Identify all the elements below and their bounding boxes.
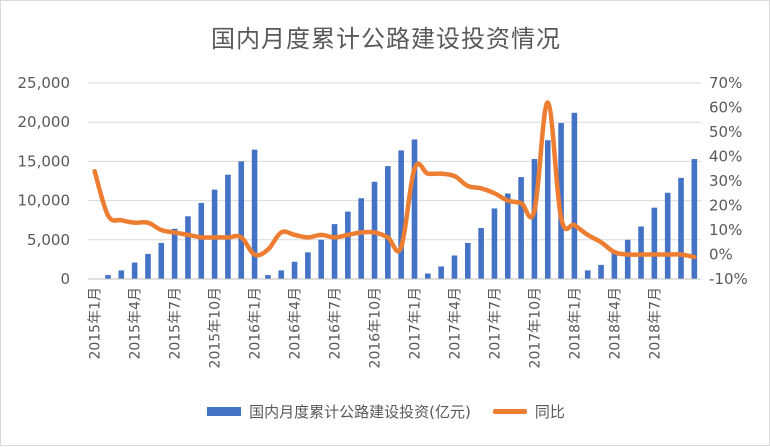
bar (438, 266, 444, 279)
bar (225, 174, 231, 279)
bar (478, 228, 484, 279)
bar (211, 189, 218, 279)
bar (278, 270, 285, 279)
x-tick-label: 2017年4月 (447, 287, 463, 360)
y-left-tick-label: 25,000 (18, 74, 71, 92)
x-tick-label: 2016年1月 (248, 287, 264, 360)
x-tick-label: 2015年4月 (128, 287, 144, 360)
bar (171, 228, 178, 279)
y-right-tick-label: 20% (709, 197, 742, 215)
y-right-tick-label: 10% (709, 221, 742, 239)
bar (238, 161, 245, 279)
y-right-tick-label: 40% (709, 148, 742, 166)
bar (464, 242, 471, 279)
bar (198, 202, 205, 279)
legend-label-line: 同比 (534, 403, 565, 421)
x-tick-label: 2018年7月 (647, 287, 663, 360)
y-right-tick-label: 70% (709, 74, 742, 92)
legend-item-bar[interactable]: 国内月度累计公路建设投资(亿元) (207, 401, 471, 422)
x-tick-label: 2018年1月 (567, 287, 583, 360)
legend-label-bar: 国内月度累计公路建设投资(亿元) (249, 403, 471, 421)
bar (158, 242, 165, 279)
y-right-tick-label: 0% (709, 246, 733, 264)
bar (571, 112, 578, 280)
bar (611, 252, 618, 279)
bar (504, 193, 511, 279)
bar (518, 177, 524, 279)
y-right-axis: -10% 0% 10% 20% 30% 40% 50% 60% 70% (709, 74, 748, 288)
bar (531, 159, 538, 279)
y-right-tick-label: -10% (709, 270, 748, 288)
x-tick-label: 2017年7月 (487, 287, 503, 360)
gridlines (88, 82, 701, 241)
y-right-tick-label: 60% (709, 99, 742, 117)
x-axis: 2015年1月 2015年4月 2015年7月 2015年10月 2016年1月 2016… (88, 287, 664, 368)
bar (251, 149, 258, 279)
bar-series (105, 112, 698, 280)
y-left-tick-label: 0 (60, 270, 70, 288)
bar (411, 139, 418, 279)
bar (291, 261, 298, 279)
bar (491, 208, 498, 279)
y-left-tick-label: 5,000 (27, 231, 70, 249)
x-tick-label: 2016年7月 (328, 287, 344, 360)
bar (131, 262, 138, 279)
x-tick-label: 2016年4月 (288, 287, 304, 360)
bar (691, 159, 698, 279)
x-tick-label: 2015年10月 (208, 287, 224, 368)
x-tick-label: 2016年10月 (368, 287, 384, 368)
bar (265, 275, 271, 279)
bar (558, 122, 564, 279)
y-left-tick-label: 10,000 (18, 192, 71, 210)
bar (425, 273, 431, 279)
chart-title: 国内月度累计公路建设投资情况 (211, 25, 561, 53)
bar (345, 211, 351, 279)
legend: 国内月度累计公路建设投资(亿元) 同比 (1, 401, 770, 422)
bar (598, 264, 604, 279)
line-series-yoy (92, 100, 697, 260)
bar (651, 207, 658, 279)
bar (318, 239, 325, 279)
x-tick-label: 2017年1月 (407, 287, 423, 360)
y-right-tick-label: 50% (709, 123, 742, 141)
bar (385, 166, 391, 279)
x-tick-label: 2015年1月 (88, 287, 104, 360)
y-right-tick-label: 30% (709, 172, 742, 190)
bar (398, 150, 404, 279)
bar (678, 177, 684, 279)
legend-swatch-bar (207, 407, 242, 416)
bar (451, 255, 458, 279)
bar (185, 216, 191, 279)
y-left-axis: 0 5,000 10,000 15,000 20,000 25,000 (18, 74, 71, 288)
y-left-tick-label: 20,000 (18, 113, 71, 131)
x-tick-label: 2015年7月 (168, 287, 184, 360)
legend-swatch-line (492, 409, 527, 414)
bar (118, 270, 125, 279)
y-left-tick-label: 15,000 (18, 152, 71, 170)
bar (305, 252, 311, 279)
x-tick-label: 2017年10月 (527, 287, 543, 368)
bar (331, 224, 338, 279)
bar (624, 239, 631, 279)
legend-item-line[interactable]: 同比 (492, 401, 565, 422)
bar (664, 192, 671, 279)
x-tick-label: 2018年4月 (607, 287, 623, 360)
bar (358, 198, 364, 279)
bar (105, 275, 111, 279)
bar (584, 270, 591, 279)
bar (145, 253, 151, 279)
bar (544, 140, 551, 279)
